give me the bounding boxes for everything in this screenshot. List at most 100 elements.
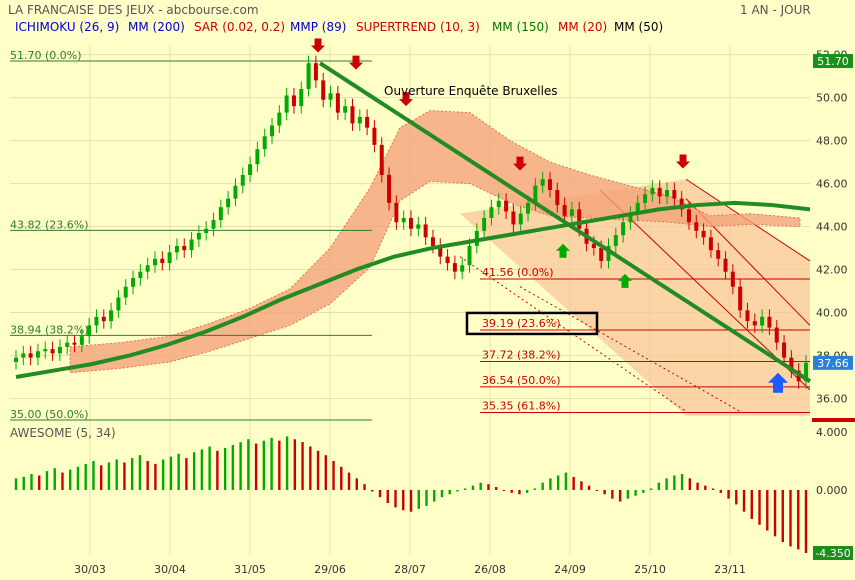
- awesome-bar: [680, 474, 684, 490]
- candle-body: [547, 179, 552, 191]
- candle-body: [518, 213, 523, 225]
- candle-body: [204, 228, 209, 233]
- candle-body: [350, 106, 355, 124]
- awesome-bar: [750, 489, 753, 519]
- awesome-bar: [525, 489, 529, 493]
- candle-body: [277, 112, 282, 126]
- awesome-bar: [533, 488, 537, 490]
- candle-body: [738, 286, 743, 311]
- indicator-label: ICHIMOKU (26, 9): [15, 20, 119, 34]
- candle-body: [321, 80, 326, 100]
- awesome-bar: [587, 485, 591, 490]
- candle-body: [21, 353, 26, 358]
- awesome-bar: [781, 489, 784, 543]
- candle-body: [138, 271, 143, 279]
- awesome-bar: [138, 455, 142, 490]
- candle-body: [167, 252, 172, 264]
- candle-body: [343, 106, 348, 113]
- candle-body: [372, 127, 377, 145]
- awesome-bar: [456, 489, 459, 492]
- awesome-bar: [704, 485, 707, 490]
- awesome-bar: [92, 460, 95, 490]
- candle-body: [365, 116, 370, 128]
- indicator-label: MM (50): [614, 20, 663, 34]
- current-price-tag-text: 37.66: [817, 357, 849, 370]
- awesome-bar: [572, 476, 575, 490]
- candle-body: [409, 217, 413, 229]
- awesome-bar: [45, 471, 49, 490]
- awesome-bar: [719, 489, 723, 493]
- awesome-bar: [665, 478, 668, 490]
- candle-body: [672, 190, 677, 199]
- candle-body: [160, 258, 165, 264]
- awesome-bar: [611, 489, 614, 499]
- candle-body: [109, 310, 114, 322]
- candle-body: [94, 316, 99, 326]
- awesome-last-tag-text: -4.350: [815, 547, 850, 560]
- awesome-bar: [471, 485, 475, 490]
- awesome-bar: [626, 489, 630, 499]
- awesome-bar: [564, 472, 568, 490]
- candle-body: [416, 224, 421, 229]
- awesome-bar: [386, 489, 389, 504]
- candle-body: [174, 245, 179, 253]
- fib-left-label: 38.94 (38.2%): [10, 323, 89, 336]
- channel-fill: [460, 179, 810, 416]
- candle-body: [57, 346, 62, 354]
- awesome-bar: [185, 458, 188, 490]
- candle-body: [240, 174, 245, 186]
- candle-body: [723, 258, 728, 272]
- candle-body: [145, 265, 150, 272]
- candle-body: [694, 222, 699, 231]
- indicator-label: MM (20): [558, 20, 607, 34]
- moving-average-line: [15, 200, 811, 379]
- fib-left-label: 35.00 (50.0%): [10, 408, 89, 421]
- candle-body: [211, 220, 216, 229]
- awesome-bar: [278, 440, 281, 490]
- candle-body: [65, 342, 70, 347]
- price-tick-label: 48.00: [816, 135, 848, 148]
- candle-body: [782, 342, 787, 358]
- awesome-bar: [293, 439, 297, 490]
- awesome-bar: [154, 463, 157, 490]
- candle-body: [452, 263, 457, 272]
- fib-right-label: 35.35 (61.8%): [482, 399, 561, 412]
- awesome-bar: [425, 489, 428, 506]
- awesome-bar: [766, 489, 769, 531]
- candle-body: [665, 190, 670, 197]
- candle-body: [72, 342, 77, 345]
- candle-body: [621, 222, 626, 236]
- awesome-bar: [107, 462, 111, 490]
- awesome-bar: [115, 459, 118, 490]
- candle-body: [394, 202, 399, 223]
- up-arrow-icon: [618, 273, 632, 288]
- awesome-bar: [30, 474, 33, 490]
- candle-body: [599, 248, 604, 261]
- awesome-bar: [378, 489, 382, 498]
- up-arrow-icon: [556, 243, 570, 258]
- up-arrow-icon: [768, 372, 788, 393]
- awesome-bar: [247, 439, 250, 490]
- awesome-bar: [262, 440, 266, 490]
- candle-body: [313, 63, 318, 81]
- awesome-bar: [161, 459, 165, 490]
- awesome-bar: [177, 453, 180, 490]
- event-annotation: Ouverture Enquête Bruxelles: [384, 84, 558, 98]
- awesome-bar: [433, 489, 436, 502]
- date-tick-label: 26/08: [474, 563, 506, 576]
- indicator-label: MMP (89): [290, 20, 346, 34]
- awesome-bar: [192, 452, 196, 490]
- candle-body: [613, 235, 618, 246]
- trendline: [318, 61, 812, 383]
- candle-body: [562, 205, 567, 216]
- candle-body: [482, 217, 487, 231]
- awesome-bar: [309, 446, 312, 490]
- candle-body: [752, 321, 757, 326]
- candle-body: [767, 316, 772, 328]
- candle-body: [504, 200, 509, 212]
- ichimoku-cloud: [69, 110, 801, 374]
- candle-body: [423, 224, 428, 238]
- awesome-bar: [53, 468, 56, 490]
- date-tick-label: 29/06: [314, 563, 346, 576]
- candle-body: [430, 237, 435, 246]
